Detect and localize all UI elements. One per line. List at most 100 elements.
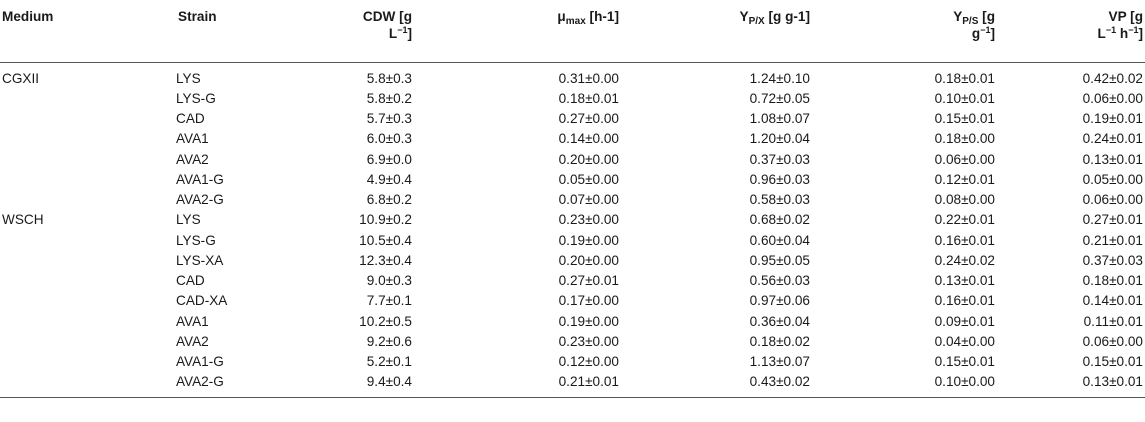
cell-mu-max: 0.14±0.00	[558, 131, 619, 147]
cell-y-px: 0.97±0.06	[749, 293, 810, 309]
cell-vp: 0.06±0.00	[1082, 90, 1143, 106]
cell-strain: AVA2	[176, 151, 209, 167]
cell-y-ps: 0.22±0.01	[934, 212, 995, 228]
cell-y-px: 0.96±0.03	[749, 171, 810, 187]
cell-strain: LYS-XA	[176, 252, 224, 268]
cell-mu-max: 0.31±0.00	[558, 70, 619, 86]
cell-strain: LYS	[176, 212, 201, 228]
cell-cdw: 4.9±0.4	[366, 171, 412, 187]
cell-cdw: 5.8±0.3	[366, 70, 412, 86]
cell-strain: CAD	[176, 111, 205, 126]
cell-strain: AVA2-G	[176, 192, 224, 207]
cell-cdw: 12.3±0.4	[359, 252, 412, 268]
table-row: AVA1 10.2±0.5 0.19±0.00 0.36±0.04 0.09±0.01 0…	[0, 312, 1145, 332]
cell-mu-max: 0.19±0.00	[558, 313, 619, 329]
cell-vp: 0.15±0.01	[1082, 354, 1143, 369]
cell-y-px: 0.56±0.03	[749, 273, 810, 288]
cell-y-ps: 0.06±0.00	[934, 151, 995, 167]
cell-y-ps: 0.12±0.01	[934, 171, 995, 187]
cell-y-ps: 0.18±0.01	[934, 70, 995, 86]
cell-strain: LYS-G	[176, 90, 216, 106]
cell-medium	[0, 109, 170, 129]
cell-mu-max: 0.19±0.00	[558, 232, 619, 248]
cell-y-ps: 0.24±0.02	[934, 252, 995, 268]
table-row: AVA2 9.2±0.6 0.23±0.00 0.18±0.02 0.04±0.00 0.…	[0, 332, 1145, 352]
cell-cdw: 6.9±0.0	[366, 151, 412, 167]
cell-strain: AVA1-G	[176, 171, 224, 187]
cell-cdw: 7.7±0.1	[366, 293, 412, 309]
cell-vp: 0.13±0.01	[1082, 151, 1143, 167]
cell-y-px: 0.43±0.02	[619, 372, 810, 398]
cell-strain: CAD-XA	[176, 293, 228, 309]
cell-medium	[0, 190, 170, 210]
cell-medium	[0, 89, 170, 109]
cell-mu-max: 0.17±0.00	[558, 293, 619, 309]
cell-y-ps: 0.10±0.01	[934, 90, 995, 106]
table-row: AVA2-G 6.8±0.2 0.07±0.00 0.58±0.03 0.08±0.00…	[0, 190, 1145, 210]
cell-medium	[0, 332, 170, 352]
cell-strain: LYS	[176, 70, 201, 86]
header-vp: VP [g L−1 h−1]	[995, 0, 1145, 63]
cell-strain: AVA2-G	[170, 372, 320, 398]
cell-y-ps: 0.16±0.01	[934, 232, 995, 248]
cell-y-px: 0.58±0.03	[749, 192, 810, 207]
cell-strain: CAD	[176, 273, 205, 288]
table-header: Medium Strain CDW [g L−1] μmax [h-1] YP/…	[0, 0, 1145, 63]
cell-strain: AVA1	[176, 313, 209, 329]
cell-mu-max: 0.23±0.00	[558, 212, 619, 228]
cell-medium	[0, 251, 170, 271]
cell-y-ps: 0.13±0.01	[934, 273, 995, 288]
cell-vp: 0.21±0.01	[1082, 232, 1143, 248]
header-row: Medium Strain CDW [g L−1] μmax [h-1] YP/…	[0, 0, 1145, 63]
cell-y-px: 0.95±0.05	[749, 252, 810, 268]
cell-vp: 0.42±0.02	[1082, 70, 1143, 86]
cell-mu-max: 0.23±0.00	[558, 333, 619, 349]
cell-strain: AVA1	[176, 131, 209, 147]
cell-vp: 0.11±0.01	[1083, 313, 1143, 329]
cell-y-px: 1.20±0.04	[749, 131, 810, 147]
data-table: Medium Strain CDW [g L−1] μmax [h-1] YP/…	[0, 0, 1145, 398]
cell-cdw: 5.7±0.3	[366, 111, 412, 126]
cell-y-ps: 0.04±0.00	[934, 333, 995, 349]
cell-cdw: 5.2±0.1	[366, 354, 412, 369]
cell-mu-max: 0.20±0.00	[558, 151, 619, 167]
cell-y-px: 0.60±0.04	[749, 232, 810, 248]
cell-mu-max: 0.05±0.00	[558, 171, 619, 187]
cell-medium	[0, 291, 170, 311]
table-row: AVA2 6.9±0.0 0.20±0.00 0.37±0.03 0.06±0.00 0.…	[0, 150, 1145, 170]
cell-y-ps: 0.09±0.01	[934, 313, 995, 329]
cell-vp: 0.14±0.01	[1082, 293, 1143, 309]
cell-cdw: 9.0±0.3	[366, 273, 412, 288]
cell-vp: 0.37±0.03	[1082, 252, 1143, 268]
cell-y-ps: 0.08±0.00	[934, 192, 995, 207]
cell-mu-max: 0.21±0.01	[412, 372, 619, 398]
cell-y-ps: 0.10±0.00	[810, 372, 995, 398]
cell-y-px: 1.13±0.07	[749, 354, 810, 369]
cell-cdw: 9.2±0.6	[366, 333, 412, 349]
cell-y-px: 0.36±0.04	[749, 313, 810, 329]
table-row: LYS-G 10.5±0.4 0.19±0.00 0.60±0.04 0.16±0.01…	[0, 231, 1145, 251]
cell-medium	[0, 231, 170, 251]
cell-medium	[0, 271, 170, 291]
table-row: LYS-G 5.8±0.2 0.18±0.01 0.72±0.05 0.10±0.01 0…	[0, 89, 1145, 109]
cell-cdw: 9.4±0.4	[320, 372, 412, 398]
header-y-ps: YP/S [g g−1]	[810, 0, 995, 63]
cell-vp: 0.18±0.01	[1082, 273, 1143, 288]
cell-mu-max: 0.12±0.00	[558, 354, 619, 369]
cell-vp: 0.06±0.00	[1082, 333, 1143, 349]
cell-y-px: 0.18±0.02	[749, 333, 810, 349]
table-row: AVA1 6.0±0.3 0.14±0.00 1.20±0.04 0.18±0.00 0.…	[0, 129, 1145, 149]
cell-cdw: 6.0±0.3	[366, 131, 412, 147]
cell-vp: 0.27±0.01	[1082, 212, 1143, 228]
cell-medium: CGXII	[2, 70, 40, 86]
table-row: AVA1-G 5.2±0.1 0.12±0.00 1.13±0.07 0.15±0.01…	[0, 352, 1145, 372]
cell-vp: 0.05±0.00	[1082, 171, 1143, 187]
cell-mu-max: 0.27±0.01	[558, 273, 619, 288]
header-medium: Medium	[0, 0, 170, 63]
cell-y-px: 0.68±0.02	[749, 212, 810, 228]
cell-cdw: 10.9±0.2	[359, 212, 412, 228]
cell-medium	[0, 312, 170, 332]
cell-cdw: 10.5±0.4	[359, 232, 412, 248]
header-mu-max: μmax [h-1]	[412, 0, 619, 63]
cell-y-px: 0.37±0.03	[749, 151, 810, 167]
